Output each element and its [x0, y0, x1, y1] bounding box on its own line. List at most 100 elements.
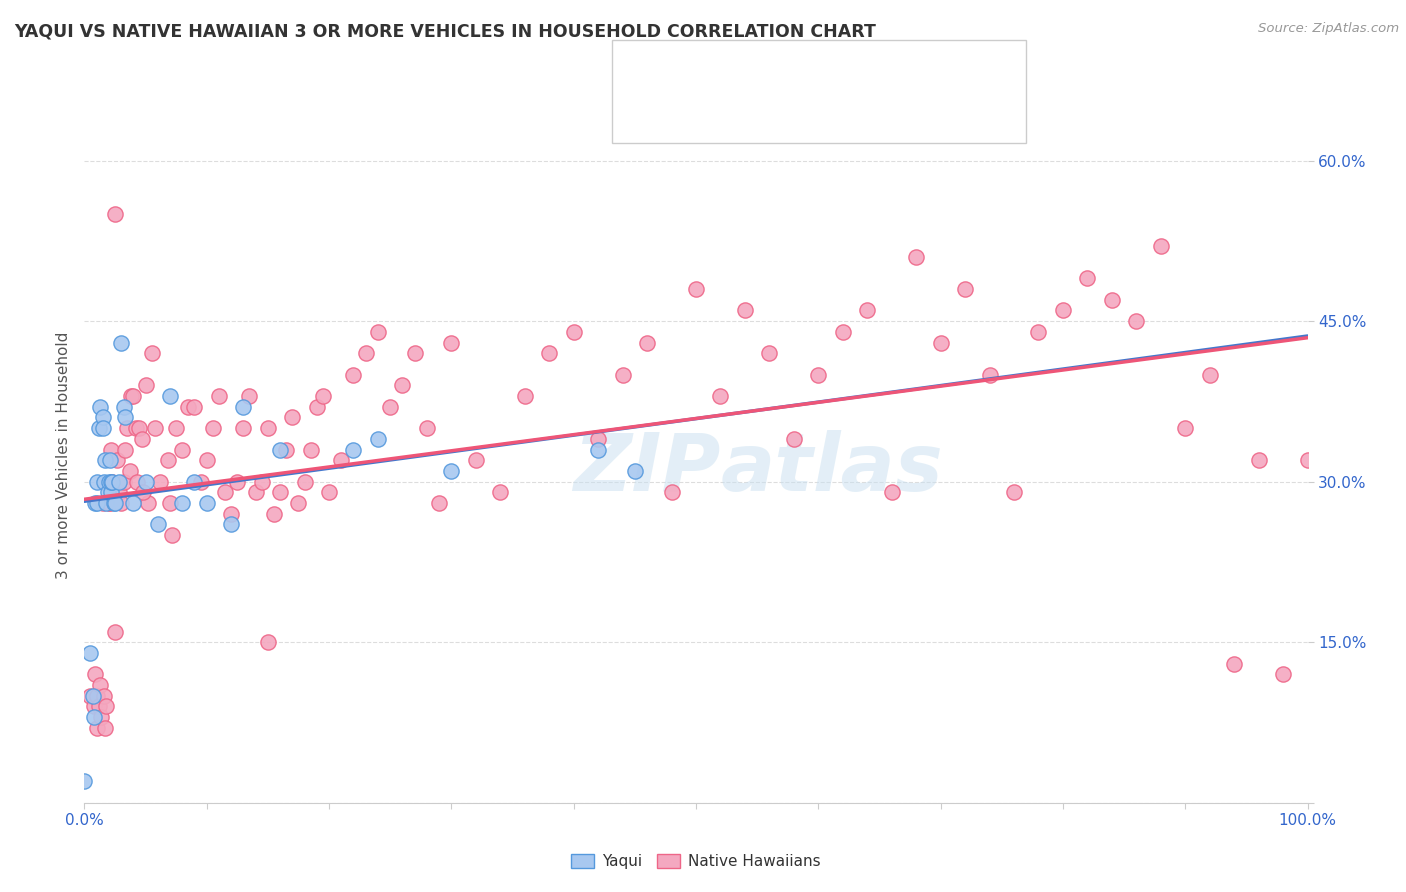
Point [177, 400, 200, 414]
Point [91, 410, 114, 425]
Point [156, 453, 179, 467]
Point [107, 485, 129, 500]
Point [661, 485, 683, 500]
Point [104, 496, 127, 510]
Point [624, 464, 647, 478]
Point [165, 421, 187, 435]
Point [232, 400, 254, 414]
Text: R =  0.136: R = 0.136 [673, 59, 759, 74]
Point [1002, 485, 1025, 500]
Point [89, 400, 111, 414]
Point [79, 646, 101, 660]
Point [214, 485, 236, 500]
Point [208, 389, 231, 403]
Point [416, 421, 439, 435]
Point [1150, 239, 1173, 253]
Point [287, 496, 309, 510]
Point [97, 496, 120, 510]
Point [250, 475, 273, 489]
Legend: Yaqui, Native Hawaiians: Yaqui, Native Hawaiians [565, 847, 827, 875]
Point [183, 475, 205, 489]
Point [93, 689, 115, 703]
Point [1052, 303, 1074, 318]
Point [190, 475, 212, 489]
Point [97, 475, 120, 489]
Point [136, 496, 159, 510]
Point [953, 282, 976, 296]
Point [91, 496, 114, 510]
Point [1101, 293, 1123, 307]
Point [489, 485, 512, 500]
Point [118, 464, 141, 478]
Point [195, 453, 218, 467]
Point [464, 453, 486, 467]
Point [440, 464, 463, 478]
Point [141, 346, 163, 360]
Bar [624, 46, 661, 86]
Point [758, 346, 780, 360]
Point [73, 774, 96, 789]
Point [86, 721, 108, 735]
Point [122, 389, 145, 403]
Point [101, 475, 124, 489]
Point [226, 475, 249, 489]
Point [807, 368, 830, 382]
Point [979, 368, 1001, 382]
Point [120, 389, 142, 403]
Point [734, 303, 756, 318]
Point [101, 475, 124, 489]
Point [1125, 314, 1147, 328]
Point [79, 689, 101, 703]
Point [685, 282, 707, 296]
Y-axis label: 3 or more Vehicles in Household: 3 or more Vehicles in Household [56, 331, 72, 579]
Point [562, 325, 585, 339]
Point [929, 335, 952, 350]
Point [1296, 453, 1319, 467]
Point [135, 378, 157, 392]
Point [114, 410, 136, 425]
Point [103, 496, 125, 510]
Point [269, 485, 291, 500]
Point [84, 667, 107, 681]
Text: YAQUI VS NATIVE HAWAIIAN 3 OR MORE VEHICLES IN HOUSEHOLD CORRELATION CHART: YAQUI VS NATIVE HAWAIIAN 3 OR MORE VEHIC… [14, 22, 876, 40]
Point [84, 496, 107, 510]
Point [440, 335, 463, 350]
Bar [624, 95, 661, 135]
Point [135, 475, 157, 489]
Point [245, 485, 267, 500]
Point [125, 421, 148, 435]
Point [82, 689, 104, 703]
Point [281, 410, 304, 425]
Point [94, 453, 117, 467]
Point [115, 421, 138, 435]
Point [91, 421, 114, 435]
Point [100, 442, 122, 457]
Point [104, 207, 127, 221]
Point [86, 689, 108, 703]
Point [318, 485, 340, 500]
Point [122, 496, 145, 510]
Point [330, 453, 353, 467]
Text: N =  114: N = 114 [869, 109, 946, 124]
Text: N =   41: N = 41 [869, 59, 941, 74]
Point [110, 496, 132, 510]
Point [172, 442, 194, 457]
Point [96, 699, 118, 714]
Point [238, 389, 260, 403]
Point [294, 475, 316, 489]
Point [276, 442, 298, 457]
Point [98, 496, 121, 510]
Point [219, 517, 242, 532]
Point [83, 699, 105, 714]
Point [94, 721, 117, 735]
Point [538, 346, 561, 360]
Point [354, 346, 377, 360]
Point [93, 475, 115, 489]
Point [880, 485, 903, 500]
Point [100, 475, 122, 489]
Point [162, 528, 184, 542]
Point [114, 442, 136, 457]
Point [96, 496, 118, 510]
Text: Source: ZipAtlas.com: Source: ZipAtlas.com [1258, 22, 1399, 36]
Point [195, 496, 218, 510]
